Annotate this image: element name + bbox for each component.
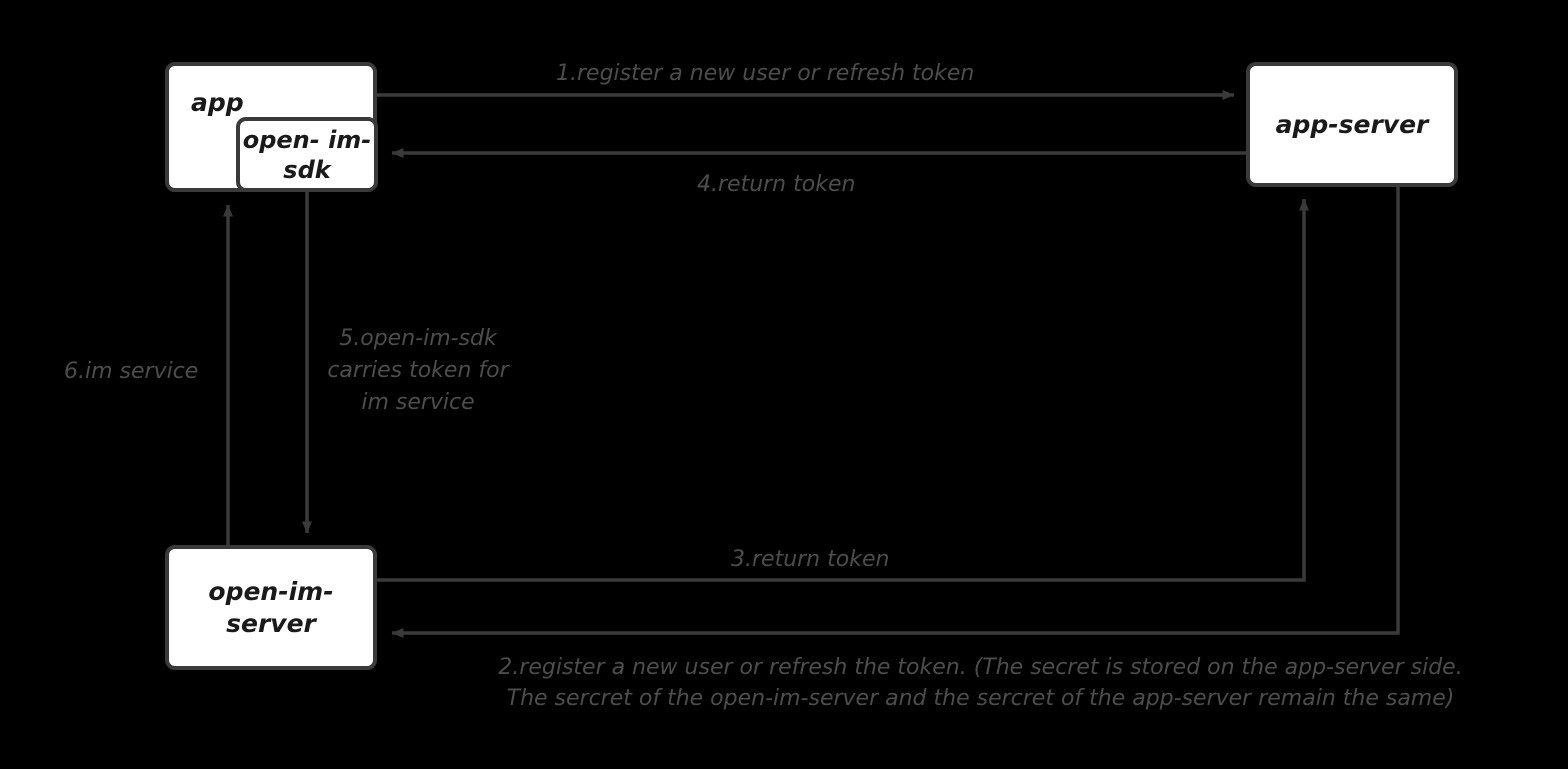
edge-label-2: 2.register a new user or refresh the tok… xyxy=(498,655,1463,712)
node-app-server-label: app-server xyxy=(1275,109,1429,139)
node-app-label: app xyxy=(191,88,244,117)
node-open-im-sdk[interactable]: open- im-sdk xyxy=(236,117,378,192)
node-open-im-server[interactable]: open-im- server xyxy=(165,545,377,670)
node-app-server[interactable]: app-server xyxy=(1246,62,1458,187)
edge-label-5: 5.open-im-sdk carries token for im servi… xyxy=(327,326,509,415)
edge-2-path xyxy=(391,187,1400,638)
edge-label-1: 1.register a new user or refresh token xyxy=(556,61,975,86)
edge-label-3: 3.return token xyxy=(731,547,890,572)
node-open-im-server-label: open-im- server xyxy=(208,577,334,638)
node-open-im-sdk-label: open- im-sdk xyxy=(242,125,372,184)
edge-3-path xyxy=(377,198,1309,582)
edge-label-4: 4.return token xyxy=(697,172,856,197)
edge-label-6: 6.im service xyxy=(64,359,199,384)
